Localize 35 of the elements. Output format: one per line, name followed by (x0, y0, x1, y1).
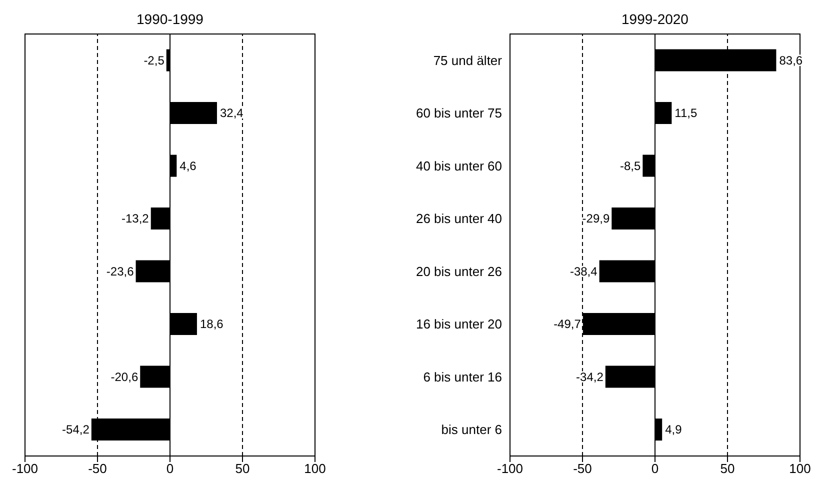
x-tick-label: -50 (88, 461, 107, 476)
y-tick-label: 75 und älter (433, 52, 503, 68)
data-label: 11,5 (674, 106, 698, 120)
x-tick-label: 0 (651, 461, 659, 476)
data-label: -54,2 (62, 422, 90, 437)
chart-title: 1999-2020 (620, 10, 690, 29)
x-tick-label: -50 (573, 461, 592, 476)
x-tick-label: 50 (720, 461, 735, 476)
y-tick-label: 60 bis unter 75 (416, 106, 502, 121)
data-label: -49,7 (554, 317, 582, 332)
y-tick-label: 40 bis unter 60 (416, 158, 502, 174)
y-tick-label: 20 bis unter 26 (416, 264, 502, 279)
data-label: 4,9 (665, 422, 682, 437)
y-tick-label: bis unter 6 (441, 422, 502, 438)
data-label: -8,5 (620, 158, 641, 173)
x-tick-label: 100 (789, 461, 811, 476)
data-label: -34,2 (576, 370, 604, 384)
x-tick-label: 0 (166, 461, 174, 476)
data-label: -38,4 (570, 264, 598, 278)
y-tick-label: 16 bis unter 20 (416, 316, 502, 332)
x-tick-label: 50 (235, 461, 250, 476)
y-tick-label: 6 bis unter 16 (423, 369, 502, 384)
chart-title: 1990-1999 (136, 10, 204, 29)
data-label: -2,5 (144, 54, 165, 68)
x-tick-label: -100 (12, 461, 38, 476)
data-label: -23,6 (106, 264, 134, 278)
data-label: 4,6 (180, 158, 197, 173)
x-tick-label: -100 (496, 461, 524, 476)
data-label: -13,2 (122, 212, 150, 226)
data-label: -29,9 (582, 212, 610, 226)
y-tick-label: 26 bis unter 40 (416, 211, 502, 226)
x-tick-label: 100 (304, 461, 326, 476)
data-label: 18,6 (200, 317, 224, 332)
data-label: 32,4 (220, 106, 244, 120)
data-label: -20,6 (110, 370, 138, 384)
